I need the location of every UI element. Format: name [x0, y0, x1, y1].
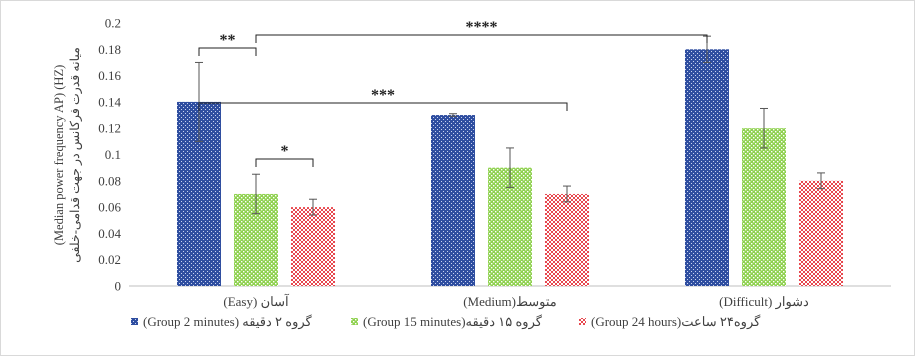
y-tick-label: 0.06	[98, 200, 121, 215]
y-tick-label: 0.2	[105, 16, 121, 31]
x-category-label: (Difficult) دشوار	[719, 294, 809, 310]
y-tick-label: 0.02	[98, 252, 121, 267]
legend-swatch	[131, 318, 138, 325]
bar	[545, 193, 589, 286]
bar	[431, 115, 475, 286]
y-tick-label: 0.14	[98, 94, 121, 109]
y-tick-label: 0.04	[98, 226, 121, 241]
y-tick-label: 0.16	[98, 68, 121, 83]
y-tick-label: 0.1	[105, 147, 121, 162]
y-axis-label-persian: میانه قدرت فرکانس در جهت قدامی-خلفی	[68, 47, 83, 263]
bar	[291, 207, 335, 286]
y-tick-label: 0.18	[98, 42, 121, 57]
y-axis-title: (Median power frequency AP) (HZ) میانه ق…	[52, 47, 83, 263]
significance-bracket	[255, 158, 314, 167]
significance-bracket	[198, 47, 257, 56]
legend-swatch	[351, 318, 358, 325]
y-tick-label: 0.12	[98, 121, 121, 136]
y-tick-label: 0.08	[98, 173, 121, 188]
significance-label: ****	[466, 19, 498, 36]
x-category-label: (Medium)متوسط	[463, 294, 557, 310]
legend: (Group 2 minutes) گروه ۲ دقیقه (Group 15 …	[131, 314, 761, 330]
significance-bracket	[255, 34, 708, 43]
x-category-label: (Easy) آسان	[223, 293, 290, 309]
legend-swatch	[579, 318, 586, 325]
legend-label: (Group 24 hours)گروه۲۴ ساعت	[591, 314, 761, 330]
significance-label: *	[281, 143, 289, 160]
bar	[799, 180, 843, 286]
y-axis-label-english: (Median power frequency AP) (HZ)	[52, 65, 66, 246]
significance-bracket	[198, 102, 568, 111]
legend-label: (Group 15 minutes)گروه ۱۵ دقیقه	[363, 314, 543, 330]
plot-area: 0 0.02 0.04 0.06 0.08 0.1 0.12 0.14 0.16 0.18 0.2 (…	[98, 16, 891, 310]
significance-label: ***	[371, 87, 395, 104]
y-tick-label: 0	[115, 279, 122, 294]
bar	[742, 128, 786, 286]
significance-label: **	[220, 32, 236, 49]
bar	[685, 49, 729, 286]
legend-label: (Group 2 minutes) گروه ۲ دقیقه	[143, 314, 313, 330]
